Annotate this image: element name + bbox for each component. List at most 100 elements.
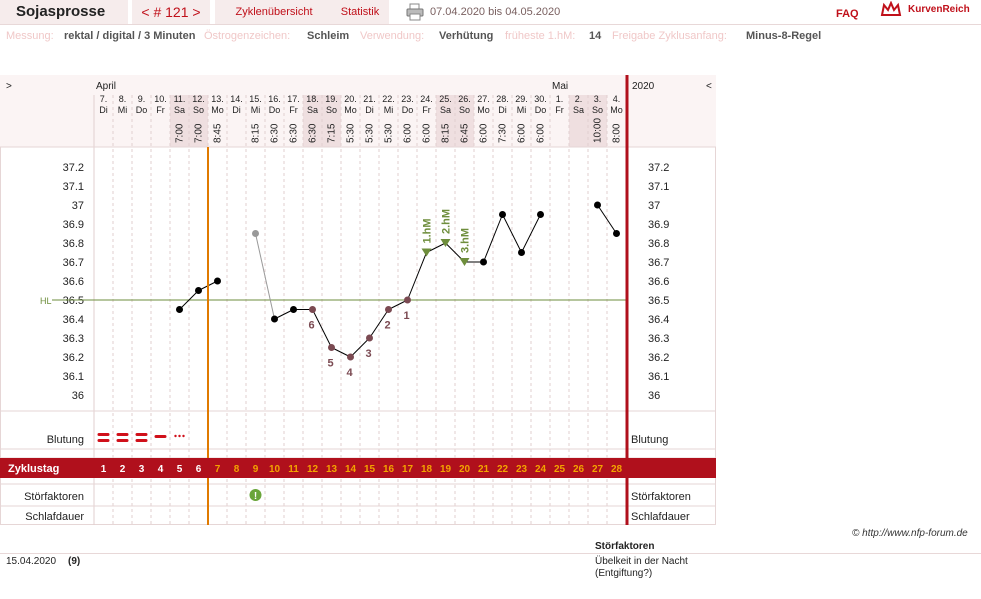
temp-segment — [388, 299, 408, 310]
low-count-label: 3 — [365, 348, 371, 360]
day-number: 24. — [420, 94, 433, 104]
day-number: 19. — [325, 94, 338, 104]
measure-time: 6:30 — [270, 123, 281, 143]
cycleday-number: 8 — [234, 464, 240, 475]
y-tick-left: 36 — [72, 390, 84, 402]
weekday-label: So — [459, 105, 470, 115]
cycleday-number: 19 — [440, 464, 452, 475]
bleeding-mark — [154, 435, 167, 438]
weekend-shade — [170, 95, 189, 147]
cycle-navigation[interactable]: < # 121 > — [132, 0, 210, 24]
low-count-label: 2 — [384, 320, 390, 332]
cycleday-number: 6 — [196, 464, 202, 475]
header-divider — [0, 24, 981, 25]
weekday-label: Do — [269, 105, 281, 115]
y-tick-right: 36.2 — [648, 352, 669, 364]
year-label: 2020 — [632, 81, 655, 92]
y-tick-right: 36.1 — [648, 371, 669, 383]
day-number: 9. — [138, 94, 146, 104]
weekend-shade — [322, 95, 341, 147]
disturbance-title: Störfaktoren — [595, 541, 655, 552]
temp-point — [214, 277, 221, 285]
faq-link[interactable]: FAQ — [836, 8, 859, 20]
weekday-label: Fr — [156, 105, 165, 115]
weekend-shade — [436, 95, 455, 147]
measure-time: 8:15 — [251, 123, 262, 143]
temp-segment — [331, 347, 351, 358]
y-tick-left: 37.1 — [63, 181, 84, 193]
temp-segment — [179, 290, 199, 310]
disturbance-text: Übelkeit in der Nacht (Entgiftung?) — [595, 556, 688, 579]
measure-time: 6:00 — [517, 123, 528, 143]
month-label: Mai — [552, 81, 568, 92]
y-tick-left: 37.2 — [63, 162, 84, 174]
day-number: 11. — [174, 94, 186, 104]
y-tick-left: 36.9 — [63, 219, 84, 231]
weekend-shade — [588, 95, 607, 147]
printer-icon[interactable] — [406, 3, 424, 21]
weekday-label: Do — [535, 105, 547, 115]
y-tick-left: 36.1 — [63, 371, 84, 383]
brand-logo[interactable]: KurvenReich — [908, 4, 970, 15]
cycleday-number: 18 — [421, 464, 433, 475]
low-count-label: 6 — [308, 320, 314, 332]
tab-cycle-overview[interactable]: Zyklenübersicht — [215, 0, 333, 24]
temp-segment — [255, 233, 275, 320]
measure-time: 7:00 — [194, 123, 205, 143]
y-tick-right: 37 — [648, 200, 660, 212]
day-number: 25. — [439, 94, 452, 104]
temp-point — [594, 201, 601, 209]
bleeding-mark — [135, 439, 148, 442]
weekday-label: Di — [365, 105, 374, 115]
tab-statistics[interactable]: Statistik — [331, 0, 389, 24]
y-tick-left: 36.4 — [63, 314, 84, 326]
y-tick-right: 36.8 — [648, 238, 669, 250]
high-measure-point — [421, 248, 432, 257]
cycleday-row-bg — [0, 458, 716, 478]
temp-segment — [597, 204, 617, 234]
day-number: 1. — [556, 94, 564, 104]
cycleday-number: 1 — [101, 464, 107, 475]
y-tick-right: 36.6 — [648, 276, 669, 288]
temp-point — [347, 353, 354, 361]
weekday-label: Mi — [251, 105, 261, 115]
weekday-label: Mi — [517, 105, 527, 115]
cycleday-number: 14 — [345, 464, 357, 475]
weekday-label: Mo — [211, 105, 224, 115]
y-tick-right: 37.2 — [648, 162, 669, 174]
cycleday-number: 26 — [573, 464, 585, 475]
day-number: 21. — [363, 94, 376, 104]
weekday-label: Sa — [573, 105, 584, 115]
weekday-label: Di — [99, 105, 108, 115]
weekday-label: Sa — [440, 105, 451, 115]
weekday-label: Fr — [289, 105, 298, 115]
selected-cycle-day: (9) — [68, 556, 81, 567]
high-measure-point — [459, 258, 470, 266]
y-tick-left: 36.7 — [63, 257, 84, 269]
weekday-label: Sa — [174, 105, 185, 115]
cycle-meta: Messung: rektal / digital / 3 Minuten Ös… — [0, 26, 981, 46]
low-count-label: 5 — [327, 358, 333, 370]
bleeding-mark — [116, 439, 129, 442]
cycleday-number: 23 — [516, 464, 528, 475]
cycleday-number: 17 — [402, 464, 414, 475]
temp-segment — [521, 214, 541, 253]
measure-time: 8:15 — [441, 123, 452, 143]
y-tick-right: 36.4 — [648, 314, 669, 326]
date-range: 07.04.2020 bis 04.05.2020 — [430, 6, 561, 18]
measure-time: 6:00 — [479, 123, 490, 143]
temp-point — [252, 230, 259, 237]
weekday-label: Mi — [384, 105, 394, 115]
release-key: Freigabe Zyklusanfang: — [612, 30, 727, 42]
measure-time: 7:15 — [327, 123, 338, 143]
weekday-label: So — [193, 105, 204, 115]
temp-point — [613, 230, 620, 237]
temp-point — [271, 315, 278, 323]
measure-time: 6:30 — [308, 123, 319, 143]
cycleday-number: 5 — [177, 464, 183, 475]
high-measure-label: 3.hM — [460, 228, 472, 253]
weekday-label: So — [326, 105, 337, 115]
cycleday-number: 7 — [215, 464, 221, 475]
temp-point — [480, 258, 487, 266]
first-hm-key: früheste 1.hM: — [505, 30, 576, 42]
